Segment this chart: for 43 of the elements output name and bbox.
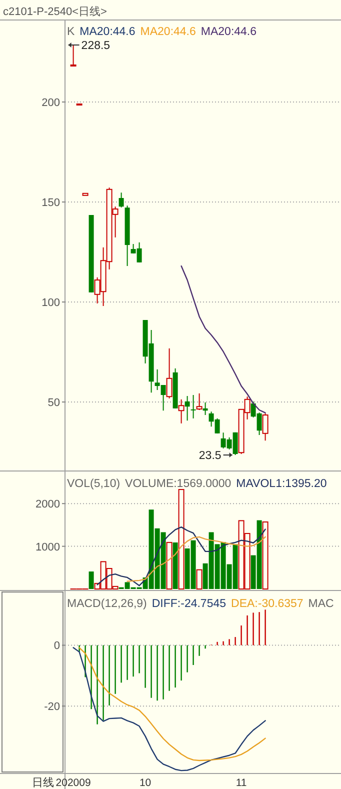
candlestick [184, 396, 190, 422]
line-series [96, 526, 266, 586]
text: MA20:44.6 [200, 26, 257, 38]
bar [88, 571, 94, 589]
candlestick [196, 392, 202, 410]
bar [262, 521, 268, 590]
annotation: K [67, 26, 75, 38]
annotation: 23.5 [198, 450, 222, 462]
candlestick [118, 192, 124, 208]
text: MAC [308, 598, 334, 610]
text: MACD(12,26,9) [67, 598, 148, 610]
candlestick [166, 348, 172, 399]
legend-label: MA20:44.6 [80, 26, 136, 38]
candlestick [190, 394, 196, 419]
y-tick-label: -20 [44, 701, 60, 714]
candlestick [262, 412, 268, 442]
line-series [126, 536, 266, 582]
bar [196, 569, 202, 590]
candlestick [178, 398, 184, 424]
text: VOL(5,10) [67, 478, 120, 490]
y-tick-label: 100 [42, 297, 60, 309]
text: MAVOL1:1395.20 [236, 478, 327, 490]
y-tick-label: 200 [42, 97, 60, 109]
series-label: VOLUME:1569.0000 [125, 478, 232, 490]
text: DEA:-30.6357 [231, 598, 304, 610]
y-tick-label: 50 [48, 397, 60, 409]
x-axis-title: 日线 [32, 776, 54, 789]
bar [172, 542, 178, 589]
x-tick-label: 11 [236, 777, 247, 789]
y-tick-label: 1000 [36, 541, 60, 554]
y-tick-label: 2000 [36, 498, 60, 511]
bar [178, 489, 184, 590]
y-tick-label: 150 [42, 197, 60, 209]
x-tick-label: 202009 [56, 777, 91, 789]
line-series [180, 265, 266, 414]
x-tick-label: 10 [139, 777, 152, 789]
chart-title: c2101-P-2540<日线> [3, 5, 107, 18]
text: DIFF:-24.7545 [152, 598, 226, 610]
legend-label: MA20:44.6 [140, 26, 196, 38]
candlestick [202, 402, 208, 416]
y-tick-label: 0 [54, 640, 60, 652]
bar [166, 542, 172, 590]
annotation: 228.5 [81, 40, 110, 52]
